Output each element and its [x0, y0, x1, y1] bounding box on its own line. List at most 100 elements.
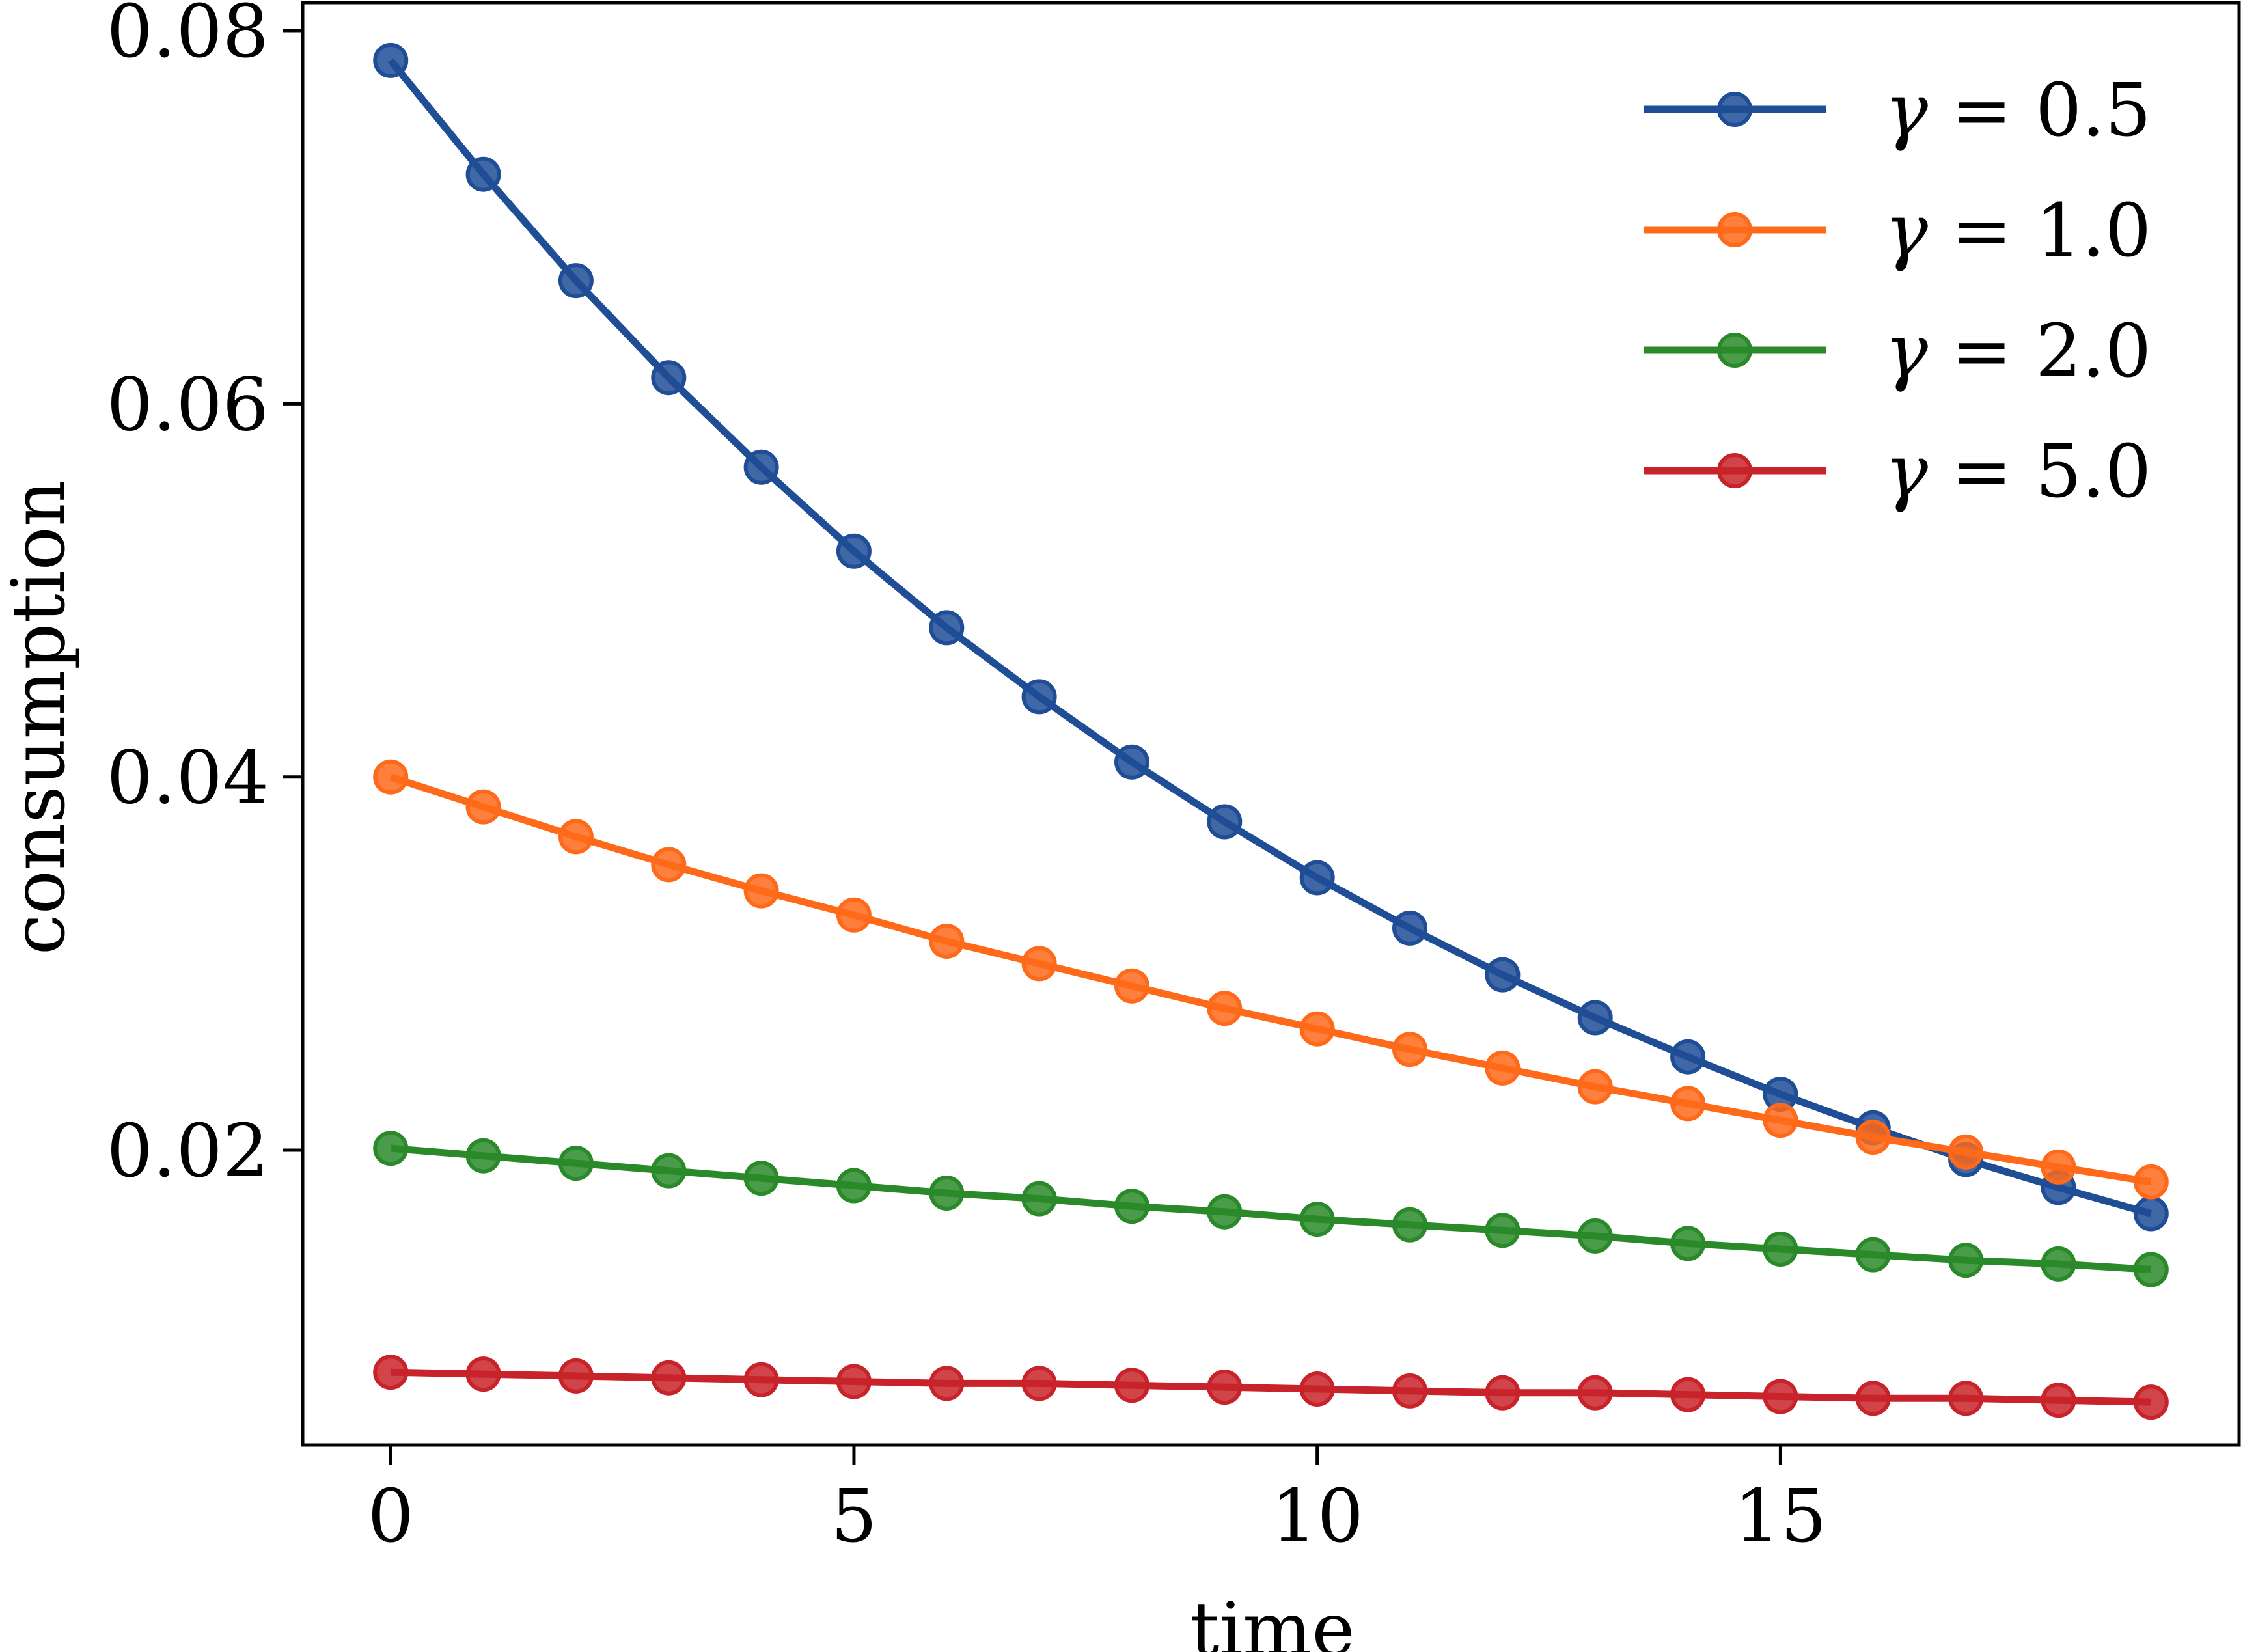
- data-point-2-15: [1763, 1232, 1798, 1267]
- x-tick-label-1: 5: [831, 1474, 877, 1559]
- legend-marker-2: [1717, 333, 1752, 368]
- data-point-2-6: [929, 1176, 965, 1211]
- data-point-0-8: [1114, 744, 1149, 780]
- data-point-3-1: [465, 1356, 501, 1392]
- data-point-1-6: [929, 924, 965, 959]
- data-point-2-19: [2133, 1252, 2169, 1287]
- data-point-0-7: [1021, 679, 1057, 715]
- data-point-2-13: [1577, 1218, 1613, 1254]
- data-point-1-15: [1763, 1103, 1798, 1138]
- data-point-3-8: [1114, 1368, 1149, 1403]
- data-point-2-2: [558, 1146, 594, 1181]
- data-point-3-14: [1670, 1377, 1706, 1412]
- data-point-3-3: [651, 1360, 687, 1396]
- data-point-3-2: [558, 1358, 594, 1394]
- y-tick-label-3: 0.08: [107, 0, 269, 74]
- x-axis-label: time: [1190, 1588, 1355, 1652]
- data-point-2-16: [1855, 1237, 1891, 1273]
- data-point-1-13: [1577, 1069, 1613, 1105]
- plot-area: [373, 42, 2169, 1420]
- legend-label-1: γ = 1.0: [1884, 189, 2151, 273]
- data-point-3-17: [1948, 1381, 1984, 1416]
- y-tick-label-1: 0.04: [107, 736, 269, 821]
- data-point-1-11: [1392, 1032, 1427, 1067]
- data-point-1-1: [465, 789, 501, 825]
- data-point-2-9: [1207, 1194, 1243, 1230]
- data-point-1-4: [743, 873, 779, 909]
- data-point-3-11: [1392, 1373, 1427, 1409]
- legend-label-3: γ = 5.0: [1884, 430, 2151, 514]
- data-point-0-1: [465, 156, 501, 192]
- data-point-0-9: [1207, 804, 1243, 840]
- y-tick-label-0: 0.02: [107, 1109, 269, 1194]
- data-point-2-4: [743, 1161, 779, 1196]
- data-point-2-7: [1021, 1181, 1057, 1217]
- data-point-0-11: [1392, 910, 1427, 946]
- data-point-0-13: [1577, 1000, 1613, 1036]
- data-point-3-19: [2133, 1384, 2169, 1420]
- data-point-0-2: [558, 263, 594, 299]
- data-point-3-6: [929, 1366, 965, 1401]
- data-point-2-12: [1485, 1213, 1521, 1248]
- data-point-1-2: [558, 819, 594, 855]
- data-point-0-5: [836, 533, 872, 569]
- y-tick-label-2: 0.06: [107, 363, 269, 447]
- data-point-1-18: [2041, 1149, 2076, 1185]
- data-point-1-7: [1021, 946, 1057, 982]
- axes: 0 5 10 15 0.02 0.04 0.06 0.08: [107, 0, 2241, 1559]
- data-point-0-12: [1485, 957, 1521, 993]
- data-point-0-6: [929, 610, 965, 646]
- data-point-3-12: [1485, 1375, 1521, 1411]
- data-point-1-8: [1114, 968, 1149, 1004]
- data-point-0-10: [1299, 860, 1335, 896]
- data-point-1-10: [1299, 1011, 1335, 1047]
- data-point-3-16: [1855, 1381, 1891, 1416]
- data-point-1-3: [651, 847, 687, 883]
- data-point-3-0: [373, 1355, 409, 1390]
- data-point-2-11: [1392, 1207, 1427, 1243]
- x-tick-label-0: 0: [368, 1474, 414, 1559]
- data-point-0-4: [743, 449, 779, 485]
- data-point-1-17: [1948, 1134, 1984, 1170]
- data-point-0-19: [2133, 1196, 2169, 1232]
- data-point-2-17: [1948, 1243, 1984, 1278]
- data-point-3-5: [836, 1364, 872, 1399]
- data-point-3-4: [743, 1362, 779, 1397]
- data-point-2-5: [836, 1168, 872, 1204]
- legend-marker-3: [1717, 453, 1752, 488]
- data-point-1-16: [1855, 1120, 1891, 1155]
- data-point-3-18: [2041, 1383, 2076, 1418]
- legend-marker-0: [1717, 92, 1752, 127]
- y-axis-label: consumption: [0, 480, 81, 955]
- plot-frame: [301, 1, 2241, 1447]
- legend: γ = 0.5 γ = 1.0 γ = 2.0 γ = 5.0: [1644, 68, 2151, 514]
- data-point-2-3: [651, 1153, 687, 1189]
- data-point-1-14: [1670, 1086, 1706, 1122]
- data-point-3-15: [1763, 1379, 1798, 1414]
- data-point-0-0: [373, 42, 409, 78]
- data-point-3-9: [1207, 1370, 1243, 1405]
- data-point-1-9: [1207, 991, 1243, 1026]
- data-point-0-14: [1670, 1039, 1706, 1075]
- data-point-1-12: [1485, 1050, 1521, 1086]
- data-point-2-0: [373, 1131, 409, 1166]
- data-point-2-8: [1114, 1189, 1149, 1224]
- data-point-0-3: [651, 360, 687, 396]
- data-point-3-13: [1577, 1375, 1613, 1411]
- data-point-2-10: [1299, 1202, 1335, 1237]
- data-point-1-5: [836, 897, 872, 933]
- data-point-2-18: [2041, 1246, 2076, 1282]
- data-point-1-19: [2133, 1164, 2169, 1200]
- x-tick-label-2: 10: [1271, 1474, 1364, 1559]
- x-tick-label-3: 15: [1734, 1474, 1827, 1559]
- data-point-3-10: [1299, 1371, 1335, 1407]
- data-point-2-14: [1670, 1226, 1706, 1261]
- legend-marker-1: [1717, 212, 1752, 247]
- legend-label-0: γ = 0.5: [1884, 68, 2151, 153]
- legend-label-2: γ = 2.0: [1884, 309, 2151, 394]
- data-point-1-0: [373, 759, 409, 795]
- data-point-2-1: [465, 1138, 501, 1174]
- data-point-3-7: [1021, 1366, 1057, 1401]
